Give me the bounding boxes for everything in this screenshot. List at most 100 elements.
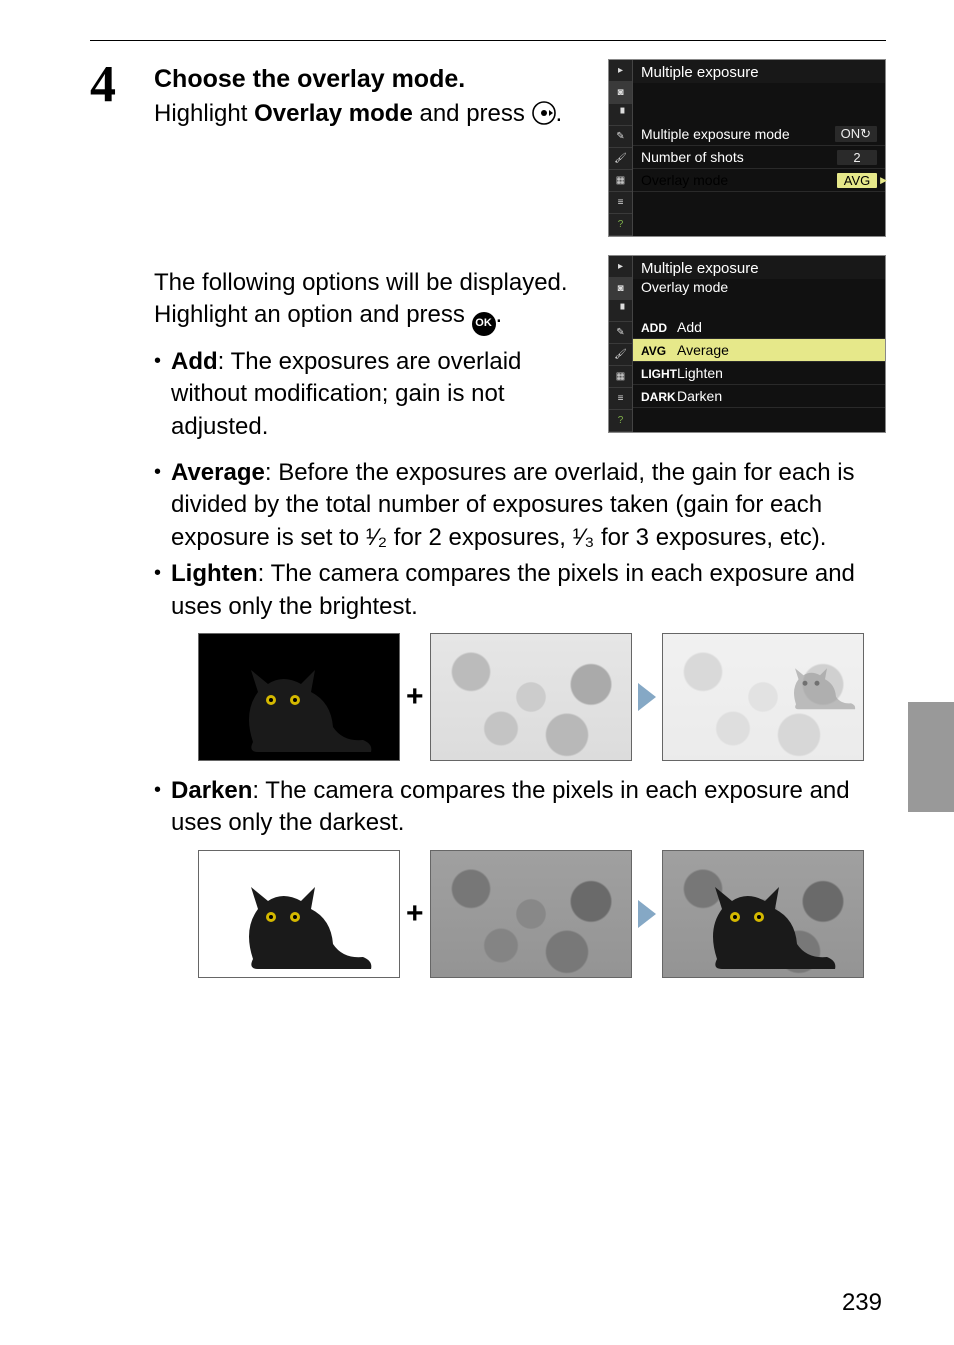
m1r2-val: 2 [837, 150, 877, 165]
menu2-row2-highlighted: AVGAverage [633, 339, 885, 362]
tab-retouch-icon: 🖌 [609, 148, 632, 170]
lighten-images: + [198, 633, 886, 761]
menu1-pad [633, 192, 885, 214]
tab2-pencil2-icon: ✎ [609, 322, 632, 344]
menu2-body: ▸ ◙ ▝ ✎ 🖌 ▦ ≡ ? Multiple exposure Overla… [609, 256, 885, 432]
m2r1-label: Add [677, 319, 702, 335]
tab-camera-icon: ◙ [609, 82, 632, 104]
clover-pattern [431, 634, 631, 760]
bullet-add-wrap: • Add: The exposures are overlaid withou… [154, 346, 590, 443]
menu2-tabs: ▸ ◙ ▝ ✎ 🖌 ▦ ≡ ? [609, 256, 633, 432]
step-4: 4 Choose the overlay mode. Highlight Ove… [90, 59, 886, 992]
tab-pencil2-icon: ✎ [609, 126, 632, 148]
block-1: Choose the overlay mode. Highlight Overl… [154, 59, 886, 237]
top-rule [90, 40, 886, 41]
tab2-play-icon: ▸ [609, 256, 632, 278]
camera-menu-2: ▸ ◙ ▝ ✎ 🖌 ▦ ≡ ? Multiple exposure Overla… [608, 255, 886, 433]
avg-c: for 3 exposures, etc). [594, 524, 826, 551]
avg-b: for 2 exposures, [387, 524, 572, 551]
dot1: • [154, 346, 161, 443]
bullet-darken: • Darken: The camera compares the pixels… [154, 775, 886, 840]
m2r4-label: Darken [677, 388, 722, 404]
m1r2-label: Number of shots [641, 149, 744, 165]
menu1-body: ▸ ◙ ▝ ✎ 🖌 ▦ ≡ ? Multiple exposure Multip… [609, 60, 885, 236]
img-darken-result [662, 850, 864, 978]
step-title: Choose the overlay mode. [154, 65, 590, 94]
m1r1-val: ON↻ [835, 126, 877, 142]
tab2-help-icon: ? [609, 410, 632, 432]
text-col-2: The following options will be displayed.… [154, 255, 590, 447]
lighten-label: Lighten [171, 560, 258, 587]
m2r3-abbr: LIGHT [641, 367, 677, 381]
cat-gray-icon [781, 654, 861, 722]
m2r2: AVGAverage [641, 342, 729, 358]
img-clover-light [430, 633, 632, 761]
darken-wrap: Darken: The camera compares the pixels i… [171, 775, 886, 840]
bullet-add-text: Add: The exposures are overlaid without … [171, 346, 590, 443]
img-clover-dark [430, 850, 632, 978]
plus-icon: + [406, 680, 424, 714]
tab2-camera-icon: ◙ [609, 278, 632, 300]
para2: The following options will be displayed.… [154, 267, 590, 336]
m2r2-abbr: AVG [641, 344, 677, 358]
dot4: • [154, 775, 161, 840]
arrow-right-icon [638, 683, 656, 711]
m2r1-abbr: ADD [641, 321, 677, 335]
cat-silhouette-icon-2 [223, 879, 383, 974]
step-number: 4 [90, 59, 138, 992]
multi-selector-right-icon [532, 101, 556, 125]
cat-silhouette-icon [223, 662, 383, 757]
dot3: • [154, 558, 161, 623]
clover-pattern-dark [431, 851, 631, 977]
darken-label: Darken [171, 777, 252, 804]
p2a: The following options will be displayed.… [154, 269, 568, 328]
ok-button-icon: OK [472, 312, 496, 336]
menu2-pad [633, 408, 885, 420]
menu2-row4: DARKDarken [633, 385, 885, 408]
menu1-rows: Multiple exposure Multiple exposure mode… [633, 60, 885, 236]
m2r4: DARKDarken [641, 388, 722, 404]
p2b: . [496, 301, 503, 328]
m1r1-label: Multiple exposure mode [641, 126, 790, 142]
page-number: 239 [842, 1289, 882, 1317]
add-text: : The exposures are overlaid without mod… [171, 348, 521, 440]
avg-label: Average [171, 459, 265, 486]
m2r3: LIGHTLighten [641, 365, 723, 381]
side-thumb-tab [908, 702, 954, 812]
step-body: Choose the overlay mode. Highlight Overl… [154, 59, 886, 992]
menu1-row2: Number of shots 2 [633, 146, 885, 169]
menu2-spacer [633, 298, 885, 316]
tab-setup-icon: ▦ [609, 170, 632, 192]
camera-menu-1: ▸ ◙ ▝ ✎ 🖌 ▦ ≡ ? Multiple exposure Multip… [608, 59, 886, 237]
plus-icon-2: + [406, 897, 424, 931]
m2r1: ADDAdd [641, 319, 702, 335]
m1r3-val: AVG [837, 173, 877, 188]
tab2-setup-icon: ▦ [609, 366, 632, 388]
menu2-row3: LIGHTLighten [633, 362, 885, 385]
tab-pencil-icon: ▝ [609, 104, 632, 126]
avg-wrap: Average: Before the exposures are overla… [171, 457, 886, 554]
bullet-add: • Add: The exposures are overlaid withou… [154, 346, 590, 443]
bullet-average: • Average: Before the exposures are over… [154, 457, 886, 554]
menu1-tabs: ▸ ◙ ▝ ✎ 🖌 ▦ ≡ ? [609, 60, 633, 236]
menu2-row1: ADDAdd [633, 316, 885, 339]
bullet-darken-wrap: • Darken: The camera compares the pixels… [154, 775, 886, 840]
text-col-1: Choose the overlay mode. Highlight Overl… [154, 59, 590, 130]
tab2-retouch-icon: 🖌 [609, 344, 632, 366]
menu1-spacer [633, 83, 885, 123]
img-cat-black-2 [198, 850, 400, 978]
dot2: • [154, 457, 161, 554]
step-line1: Highlight Overlay mode and press . [154, 98, 590, 130]
lighten-wrap: Lighten: The camera compares the pixels … [171, 558, 886, 623]
m2-sub: Overlay mode [641, 279, 728, 295]
block-2: The following options will be displayed.… [154, 255, 886, 447]
lighten-text: : The camera compares the pixels in each… [171, 560, 855, 619]
bullets-rest: • Average: Before the exposures are over… [154, 457, 886, 623]
t1a: Highlight [154, 100, 254, 127]
tab-help-icon: ? [609, 214, 632, 236]
add-label: Add [171, 348, 218, 375]
img-lighten-result [662, 633, 864, 761]
img-cat-black [198, 633, 400, 761]
menu1-title: Multiple exposure [633, 60, 885, 83]
m2r3-label: Lighten [677, 365, 723, 381]
